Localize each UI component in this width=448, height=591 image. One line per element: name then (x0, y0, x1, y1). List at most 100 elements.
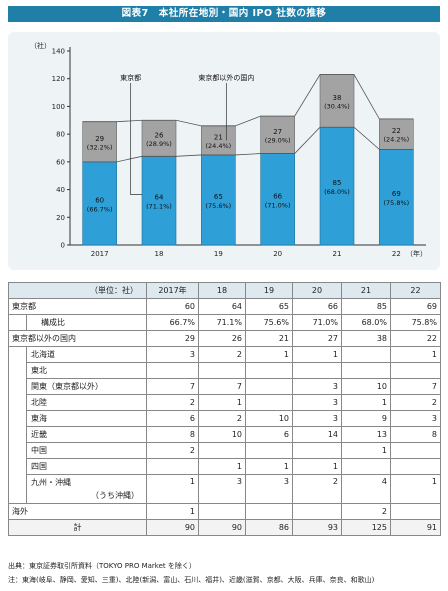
cell-value: 65 (245, 298, 293, 315)
cell-value: 2 (292, 474, 342, 504)
pct-tokyo-21: (68.0%) (324, 188, 350, 196)
pct-other-21: (30.4%) (324, 102, 350, 110)
label-tokyo-20: 66 (273, 192, 282, 200)
bar-other-2017 (82, 121, 117, 163)
cell-value: 3 (292, 410, 342, 427)
cell-value: 2 (146, 442, 199, 459)
label-tokyo-21: 85 (333, 179, 342, 187)
cell-value: 26 (198, 330, 246, 347)
figure-title: 図表7 本社所在地別・国内 IPO 社数の推移 (8, 6, 440, 22)
pct-other-20: (29.0%) (265, 136, 291, 144)
cell-value (146, 362, 199, 379)
cell-value (390, 362, 441, 379)
cell-value: 69 (390, 298, 441, 315)
y-tick-label: 80 (56, 131, 65, 139)
row-total: 計 90 90 86 93 125 91 (8, 519, 441, 536)
cell-value: 8 (146, 426, 199, 443)
cell-value (198, 503, 246, 520)
unit-label: （単位：社） (8, 282, 147, 299)
region-name: 東北 (31, 366, 47, 375)
cell-value: 10 (341, 378, 391, 395)
row-label: 関東（東京都以外） (26, 378, 147, 395)
cell-value: 85 (341, 298, 391, 315)
region-name: 四国 (31, 462, 47, 471)
cell-value: 9 (341, 410, 391, 427)
cell-value: 1 (292, 346, 342, 363)
bar-tokyo-21 (319, 126, 355, 246)
row-label: 東京都 (8, 298, 147, 315)
cell-value: 1 (390, 474, 441, 504)
cell-value: 93 (292, 519, 342, 536)
cell-value: 75.6% (245, 314, 293, 331)
x-tick-label: 19 (214, 250, 223, 258)
source-note: 出典：東京証券取引所資料（TOKYO PRO Market を除く） (8, 562, 196, 570)
y-tick-label: 60 (56, 158, 65, 166)
label-other-18: 26 (155, 131, 164, 139)
pct-other-19: (24.4%) (205, 142, 231, 150)
cell-value: 3 (245, 474, 293, 504)
cell-value: 10 (198, 426, 246, 443)
cell-value: 10 (245, 410, 293, 427)
legend-tokyo-leader (130, 83, 142, 196)
cell-value (341, 346, 391, 363)
spacer-cell (8, 474, 27, 504)
y-unit-label: （社） (30, 41, 51, 50)
bar-other-22 (379, 118, 414, 150)
cell-value (341, 458, 391, 475)
row-region: 中国 2 1 (8, 442, 441, 459)
spacer-cell (8, 410, 27, 427)
cell-value: 90 (198, 519, 246, 536)
legend-other: 東京都以外の国内 (198, 73, 254, 82)
pct-other-18: (28.9%) (146, 140, 172, 148)
region-name: 中国 (31, 446, 47, 455)
chart-panel: （社） （年） 0 20 40 60 80 100 120 140 60 (66.7%) 29 (32.2… (8, 32, 440, 270)
label-other-21: 38 (333, 94, 342, 102)
cell-value: 68.0% (341, 314, 391, 331)
spacer-cell (8, 362, 27, 379)
label-tokyo-18: 64 (155, 194, 164, 202)
cell-value: 1 (292, 458, 342, 475)
pct-other-2017: (32.2%) (87, 143, 113, 151)
year-header: 21 (341, 282, 391, 299)
row-ratio: 構成比 66.7% 71.1% 75.6% 71.0% 68.0% 75.8% (8, 314, 441, 331)
x-unit-label: （年） (406, 249, 427, 258)
cell-value: 29 (146, 330, 199, 347)
cell-value: 3 (292, 394, 342, 411)
spacer-cell (8, 426, 27, 443)
cell-value: 71.1% (198, 314, 246, 331)
cell-value (245, 362, 293, 379)
cell-value: 27 (292, 330, 342, 347)
connector-tokyo (82, 126, 414, 163)
cell-value: 4 (341, 474, 391, 504)
row-region: 東北 (8, 362, 441, 379)
row-label: 東海 (26, 410, 147, 427)
spacer-cell (8, 394, 27, 411)
row-region: 近畿 8 10 6 14 13 8 (8, 426, 441, 443)
cell-value: 1 (198, 458, 246, 475)
cell-value (198, 442, 246, 459)
cell-value: 1 (146, 503, 199, 520)
bar-tokyo-18 (141, 156, 177, 246)
spacer-cell (8, 458, 27, 475)
row-tokyo: 東京都 60 64 65 66 85 69 (8, 298, 441, 315)
y-tick-label: 100 (52, 103, 65, 111)
cell-value: 3 (390, 410, 441, 427)
label-tokyo-2017: 60 (95, 196, 104, 204)
cell-value (245, 378, 293, 395)
label-other-2017: 29 (95, 135, 104, 143)
stacked-bar-chart: （社）（年）02040608010012014060(66.7%)29(32.2… (30, 41, 427, 258)
ipo-region-table: （単位：社） 2017年 18 19 20 21 22 東京都 60 64 65 66 85 69 構成比 6… (8, 282, 441, 536)
cell-value (245, 503, 293, 520)
cell-value (292, 362, 342, 379)
bar-tokyo-19 (201, 154, 236, 246)
row-label: 東京都以外の国内 (8, 330, 147, 347)
bar-other-21 (319, 74, 355, 128)
cell-value: 2 (146, 394, 199, 411)
connector-total (82, 74, 414, 127)
row-region: 四国 1 1 1 (8, 458, 441, 475)
cell-value: 1 (341, 394, 391, 411)
row-label: 中国 (26, 442, 147, 459)
row-label: 構成比 (26, 314, 147, 331)
label-tokyo-22: 69 (392, 190, 401, 198)
pct-tokyo-19: (75.6%) (205, 202, 231, 210)
